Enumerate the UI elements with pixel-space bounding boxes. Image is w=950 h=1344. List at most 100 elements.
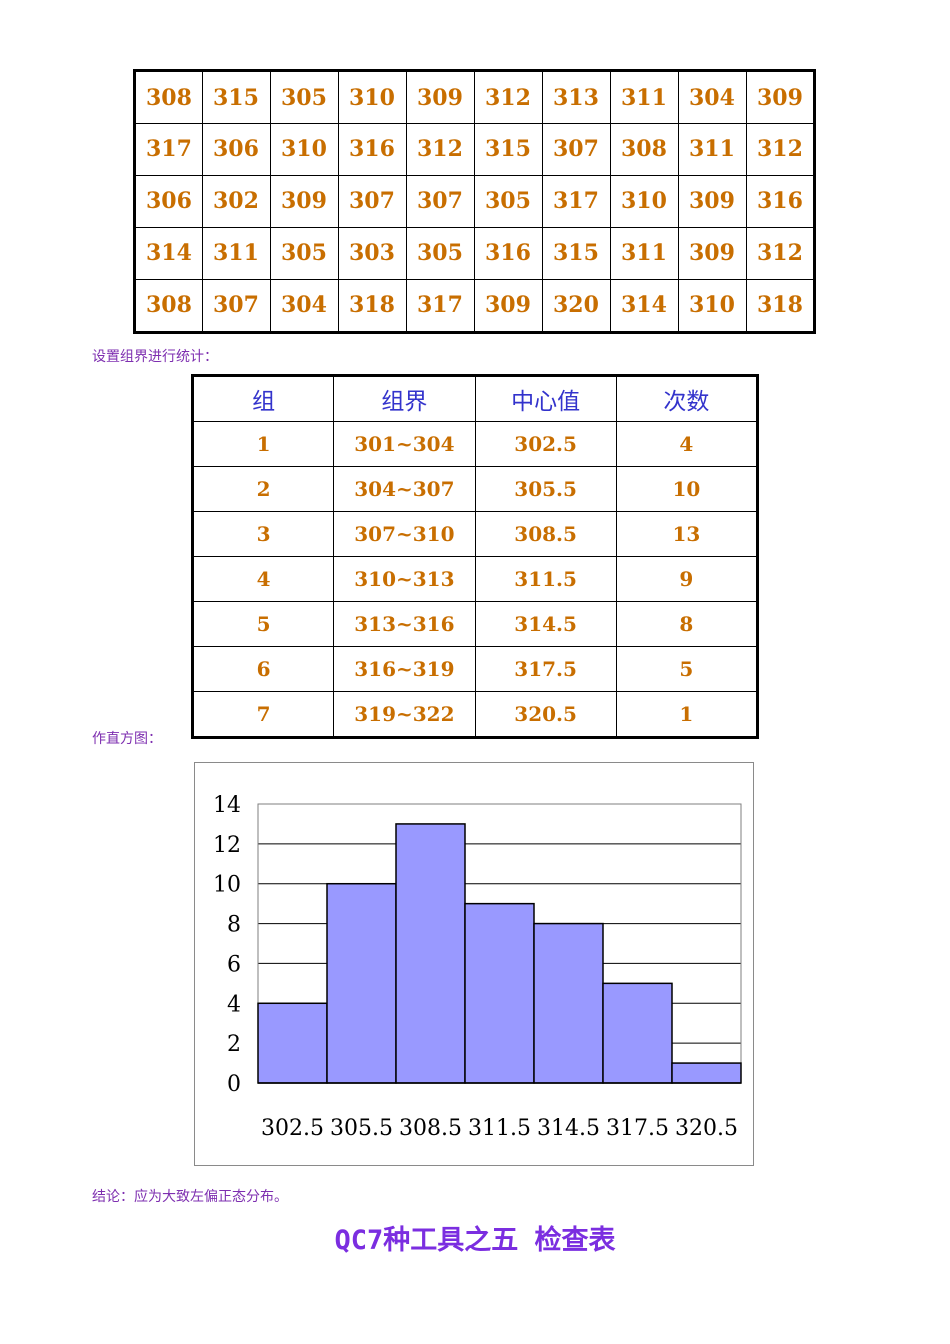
x-tick-label: 320.5 <box>675 1116 738 1141</box>
raw-data-cell: 317 <box>134 123 203 176</box>
raw-data-cell: 309 <box>678 174 747 228</box>
center-value-cell: 317.5 <box>474 646 617 692</box>
group-number-cell: 3 <box>191 511 335 557</box>
y-tick-label: 14 <box>213 793 241 818</box>
frequency-cell: 9 <box>615 556 759 602</box>
y-tick-label: 0 <box>227 1072 241 1097</box>
raw-data-cell: 315 <box>202 70 271 124</box>
histogram-chart: 0 2 4 6 8 10 12 14 302.5 305.5 308.5 311.5 314.5 317.… <box>194 762 754 1166</box>
y-tick-label: 4 <box>227 992 241 1017</box>
raw-data-cell: 308 <box>134 70 203 124</box>
raw-data-cell: 307 <box>338 174 407 228</box>
raw-data-cell: 310 <box>338 70 407 124</box>
raw-data-cell: 310 <box>678 278 747 334</box>
group-table-row: 5 313~316 314.5 8 <box>191 601 759 647</box>
raw-data-cell: 311 <box>202 226 271 280</box>
header-boundary: 组界 <box>333 375 476 422</box>
raw-data-cell: 315 <box>474 123 543 176</box>
raw-data-cell: 311 <box>610 70 679 124</box>
group-boundary-cell: 316~319 <box>333 646 476 692</box>
group-boundary-cell: 307~310 <box>333 511 476 557</box>
raw-data-cell: 311 <box>678 123 747 176</box>
x-tick-label: 314.5 <box>537 1116 600 1141</box>
group-boundary-cell: 319~322 <box>333 691 476 738</box>
frequency-cell: 1 <box>615 691 759 738</box>
raw-data-cell: 317 <box>542 174 611 228</box>
group-number-cell: 2 <box>191 466 335 512</box>
raw-data-row: 317 306 310 316 312 315 307 308 311 312 <box>134 123 815 176</box>
raw-data-cell: 315 <box>542 226 611 280</box>
x-tick-label: 308.5 <box>399 1116 462 1141</box>
raw-data-cell: 320 <box>542 278 611 334</box>
raw-data-cell: 309 <box>678 226 747 280</box>
group-number-cell: 1 <box>191 421 335 467</box>
y-tick-label: 6 <box>227 952 241 977</box>
center-value-cell: 311.5 <box>474 556 617 602</box>
group-table-row: 1 301~304 302.5 4 <box>191 421 759 467</box>
header-group: 组 <box>191 375 335 422</box>
group-table-row: 2 304~307 305.5 10 <box>191 466 759 512</box>
y-tick-label: 12 <box>213 833 241 858</box>
center-value-cell: 305.5 <box>474 466 617 512</box>
raw-data-cell: 314 <box>134 226 203 280</box>
center-value-cell: 302.5 <box>474 421 617 467</box>
raw-data-cell: 310 <box>610 174 679 228</box>
center-value-cell: 320.5 <box>474 691 617 738</box>
frequency-cell: 10 <box>615 466 759 512</box>
group-number-cell: 4 <box>191 556 335 602</box>
section-title: QC7种工具之五 检查表 <box>334 1225 616 1256</box>
group-number-cell: 5 <box>191 601 335 647</box>
x-tick-label: 305.5 <box>330 1116 393 1141</box>
center-value-cell: 314.5 <box>474 601 617 647</box>
raw-data-cell: 305 <box>406 226 475 280</box>
frequency-cell: 8 <box>615 601 759 647</box>
raw-data-cell: 306 <box>202 123 271 176</box>
frequency-cell: 5 <box>615 646 759 692</box>
raw-data-cell: 307 <box>202 278 271 334</box>
histogram-bar <box>326 882 397 1084</box>
frequency-cell: 13 <box>615 511 759 557</box>
group-boundary-cell: 313~316 <box>333 601 476 647</box>
header-center-value: 中心值 <box>474 375 617 422</box>
raw-data-cell: 313 <box>542 70 611 124</box>
raw-data-cell: 310 <box>270 123 339 176</box>
group-number-cell: 6 <box>191 646 335 692</box>
raw-data-row: 314 311 305 303 305 316 315 311 309 312 <box>134 226 815 280</box>
raw-data-cell: 302 <box>202 174 271 228</box>
raw-data-cell: 316 <box>746 174 815 228</box>
frequency-cell: 4 <box>615 421 759 467</box>
raw-data-cell: 309 <box>746 70 815 124</box>
histogram-svg: 0 2 4 6 8 10 12 14 302.5 305.5 308.5 311.5 314.5 317.… <box>213 793 742 1141</box>
raw-data-cell: 317 <box>406 278 475 334</box>
histogram-bar <box>395 823 466 1084</box>
group-boundary-cell: 304~307 <box>333 466 476 512</box>
conclusion-note: 结论：应为大致左偏正态分布。 <box>92 1189 288 1205</box>
raw-data-cell: 311 <box>610 226 679 280</box>
raw-data-cell: 305 <box>270 226 339 280</box>
raw-data-cell: 305 <box>270 70 339 124</box>
raw-data-cell: 316 <box>474 226 543 280</box>
raw-data-cell: 318 <box>338 278 407 334</box>
group-table-row: 4 310~313 311.5 9 <box>191 556 759 602</box>
raw-data-cell: 306 <box>134 174 203 228</box>
raw-data-cell: 318 <box>746 278 815 334</box>
raw-data-cell: 312 <box>746 123 815 176</box>
histogram-bar <box>464 902 535 1084</box>
group-boundary-cell: 310~313 <box>333 556 476 602</box>
raw-data-row: 306 302 309 307 307 305 317 310 309 316 <box>134 174 815 228</box>
group-boundary-table: 组 组界 中心值 次数 1 301~304 302.5 4 2 304~307 305.5 1… <box>191 374 759 739</box>
raw-data-cell: 312 <box>406 123 475 176</box>
raw-data-cell: 308 <box>610 123 679 176</box>
histogram-bar <box>533 922 604 1084</box>
raw-data-cell: 309 <box>406 70 475 124</box>
raw-data-cell: 309 <box>474 278 543 334</box>
raw-data-cell: 307 <box>542 123 611 176</box>
histogram-bar <box>602 982 673 1084</box>
group-table-row: 3 307~310 308.5 13 <box>191 511 759 557</box>
y-tick-label: 8 <box>227 913 241 938</box>
raw-data-row: 308 307 304 318 317 309 320 314 310 318 <box>134 278 815 334</box>
group-number-cell: 7 <box>191 691 335 738</box>
raw-data-cell: 307 <box>406 174 475 228</box>
raw-data-table: 308 315 305 310 309 312 313 311 304 309 317 306 310 3… <box>133 69 816 334</box>
raw-data-cell: 308 <box>134 278 203 334</box>
